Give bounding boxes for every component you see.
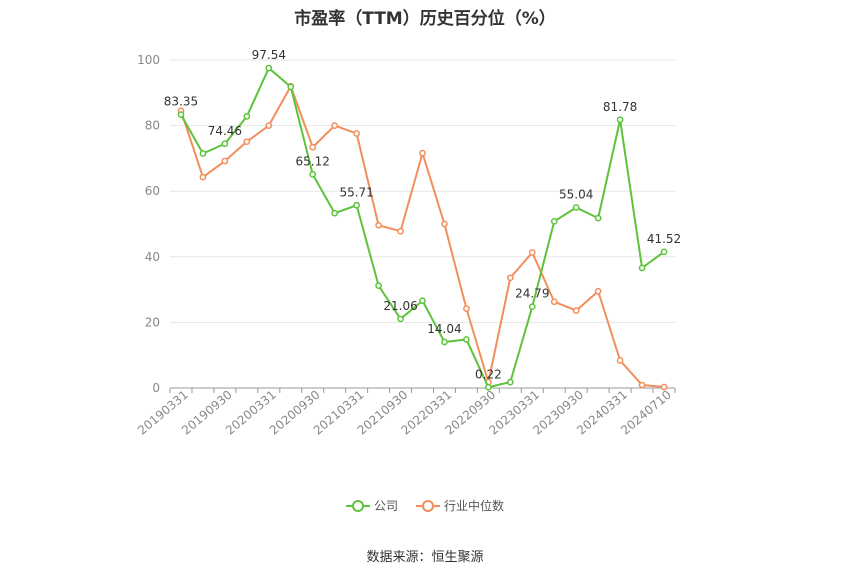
data-point-company: [243, 113, 251, 120]
data-point-industry-median: [331, 122, 339, 129]
data-label: 14.04: [427, 322, 461, 336]
data-point-company: [309, 171, 317, 178]
data-point-company: [419, 297, 426, 305]
data-point-company: [463, 336, 470, 343]
data-point-company: [506, 378, 514, 386]
data-point-company: [528, 303, 536, 311]
legend-item-industry-median[interactable]: 行业中位数: [416, 497, 504, 514]
data-label: 41.52: [647, 232, 681, 246]
data-label: 0.22: [475, 367, 502, 381]
data-point-company: [550, 218, 558, 225]
data-point-company: [375, 282, 382, 290]
data-label: 55.71: [339, 185, 373, 199]
legend-swatch-company: [345, 499, 370, 512]
data-point-industry-median: [375, 221, 382, 229]
data-point-industry-median: [397, 227, 404, 235]
y-tick-label: 100: [137, 53, 160, 67]
data-point-industry-median: [419, 149, 426, 157]
data-point-company: [331, 209, 339, 217]
data-point-company: [221, 140, 229, 148]
data-label: 24.79: [515, 287, 549, 301]
grid-layer: [170, 59, 675, 323]
data-point-company: [287, 83, 295, 91]
axis-layer: 0204060801002019033120190930202003312020…: [135, 53, 676, 438]
data-point-industry-median: [353, 130, 360, 137]
data-point-company: [594, 214, 602, 222]
data-point-industry-median: [441, 220, 448, 228]
data-label: 55.04: [559, 187, 593, 201]
data-point-company: [660, 248, 668, 256]
data-point-company: [265, 64, 273, 72]
data-point-industry-median: [309, 143, 317, 151]
data-point-industry-median: [660, 383, 668, 391]
chart-title: 市盈率（TTM）历史百分位（%）: [294, 9, 556, 29]
data-point-industry-median: [638, 381, 646, 389]
y-tick-label: 0: [152, 381, 160, 395]
data-point-company: [397, 315, 404, 323]
data-point-industry-median: [221, 157, 229, 165]
data-point-industry-median: [243, 138, 251, 146]
data-point-company: [441, 338, 448, 346]
y-tick-label: 20: [145, 315, 160, 329]
data-label: 65.12: [296, 154, 330, 168]
y-tick-label: 80: [145, 119, 160, 133]
data-point-industry-median: [550, 298, 558, 306]
data-point-company: [199, 150, 207, 157]
data-point-industry-median: [528, 249, 536, 256]
data-point-industry-median: [506, 274, 514, 282]
data-point-company: [485, 383, 492, 391]
legend-item-company[interactable]: 公司: [345, 497, 398, 514]
data-label: 81.78: [603, 100, 637, 114]
data-point-company: [572, 204, 580, 211]
data-point-company: [616, 116, 624, 124]
legend-label-industry-median: 行业中位数: [444, 499, 505, 513]
data-point-company: [353, 201, 360, 209]
legend: 公司 行业中位数: [0, 497, 850, 514]
legend-swatch-industry-median: [416, 499, 440, 512]
data-label: 97.54: [252, 48, 286, 62]
series-line-company: [180, 67, 665, 389]
data-point-industry-median: [265, 122, 273, 129]
data-point-industry-median: [572, 307, 580, 314]
data-point-industry-median: [199, 173, 207, 181]
data-point-industry-median: [463, 305, 470, 312]
data-point-industry-median: [616, 357, 624, 364]
data-label: 83.35: [164, 95, 198, 109]
series-layer: [177, 64, 668, 391]
series-line-industry-median: [180, 85, 665, 389]
data-label: 21.06: [383, 299, 417, 313]
label-layer: 83.35 74.46 97.54 65.12 55.71 21.06 14.04 0.22 2…: [164, 48, 681, 381]
data-label: 74.46: [208, 124, 242, 138]
data-point-company: [177, 111, 185, 118]
y-tick-label: 60: [145, 184, 160, 198]
y-tick-label: 40: [145, 250, 160, 264]
data-point-company: [638, 264, 646, 272]
data-point-industry-median: [594, 287, 602, 295]
legend-label-company: 公司: [373, 499, 398, 513]
data-source: 数据来源：恒生聚源: [366, 550, 484, 565]
